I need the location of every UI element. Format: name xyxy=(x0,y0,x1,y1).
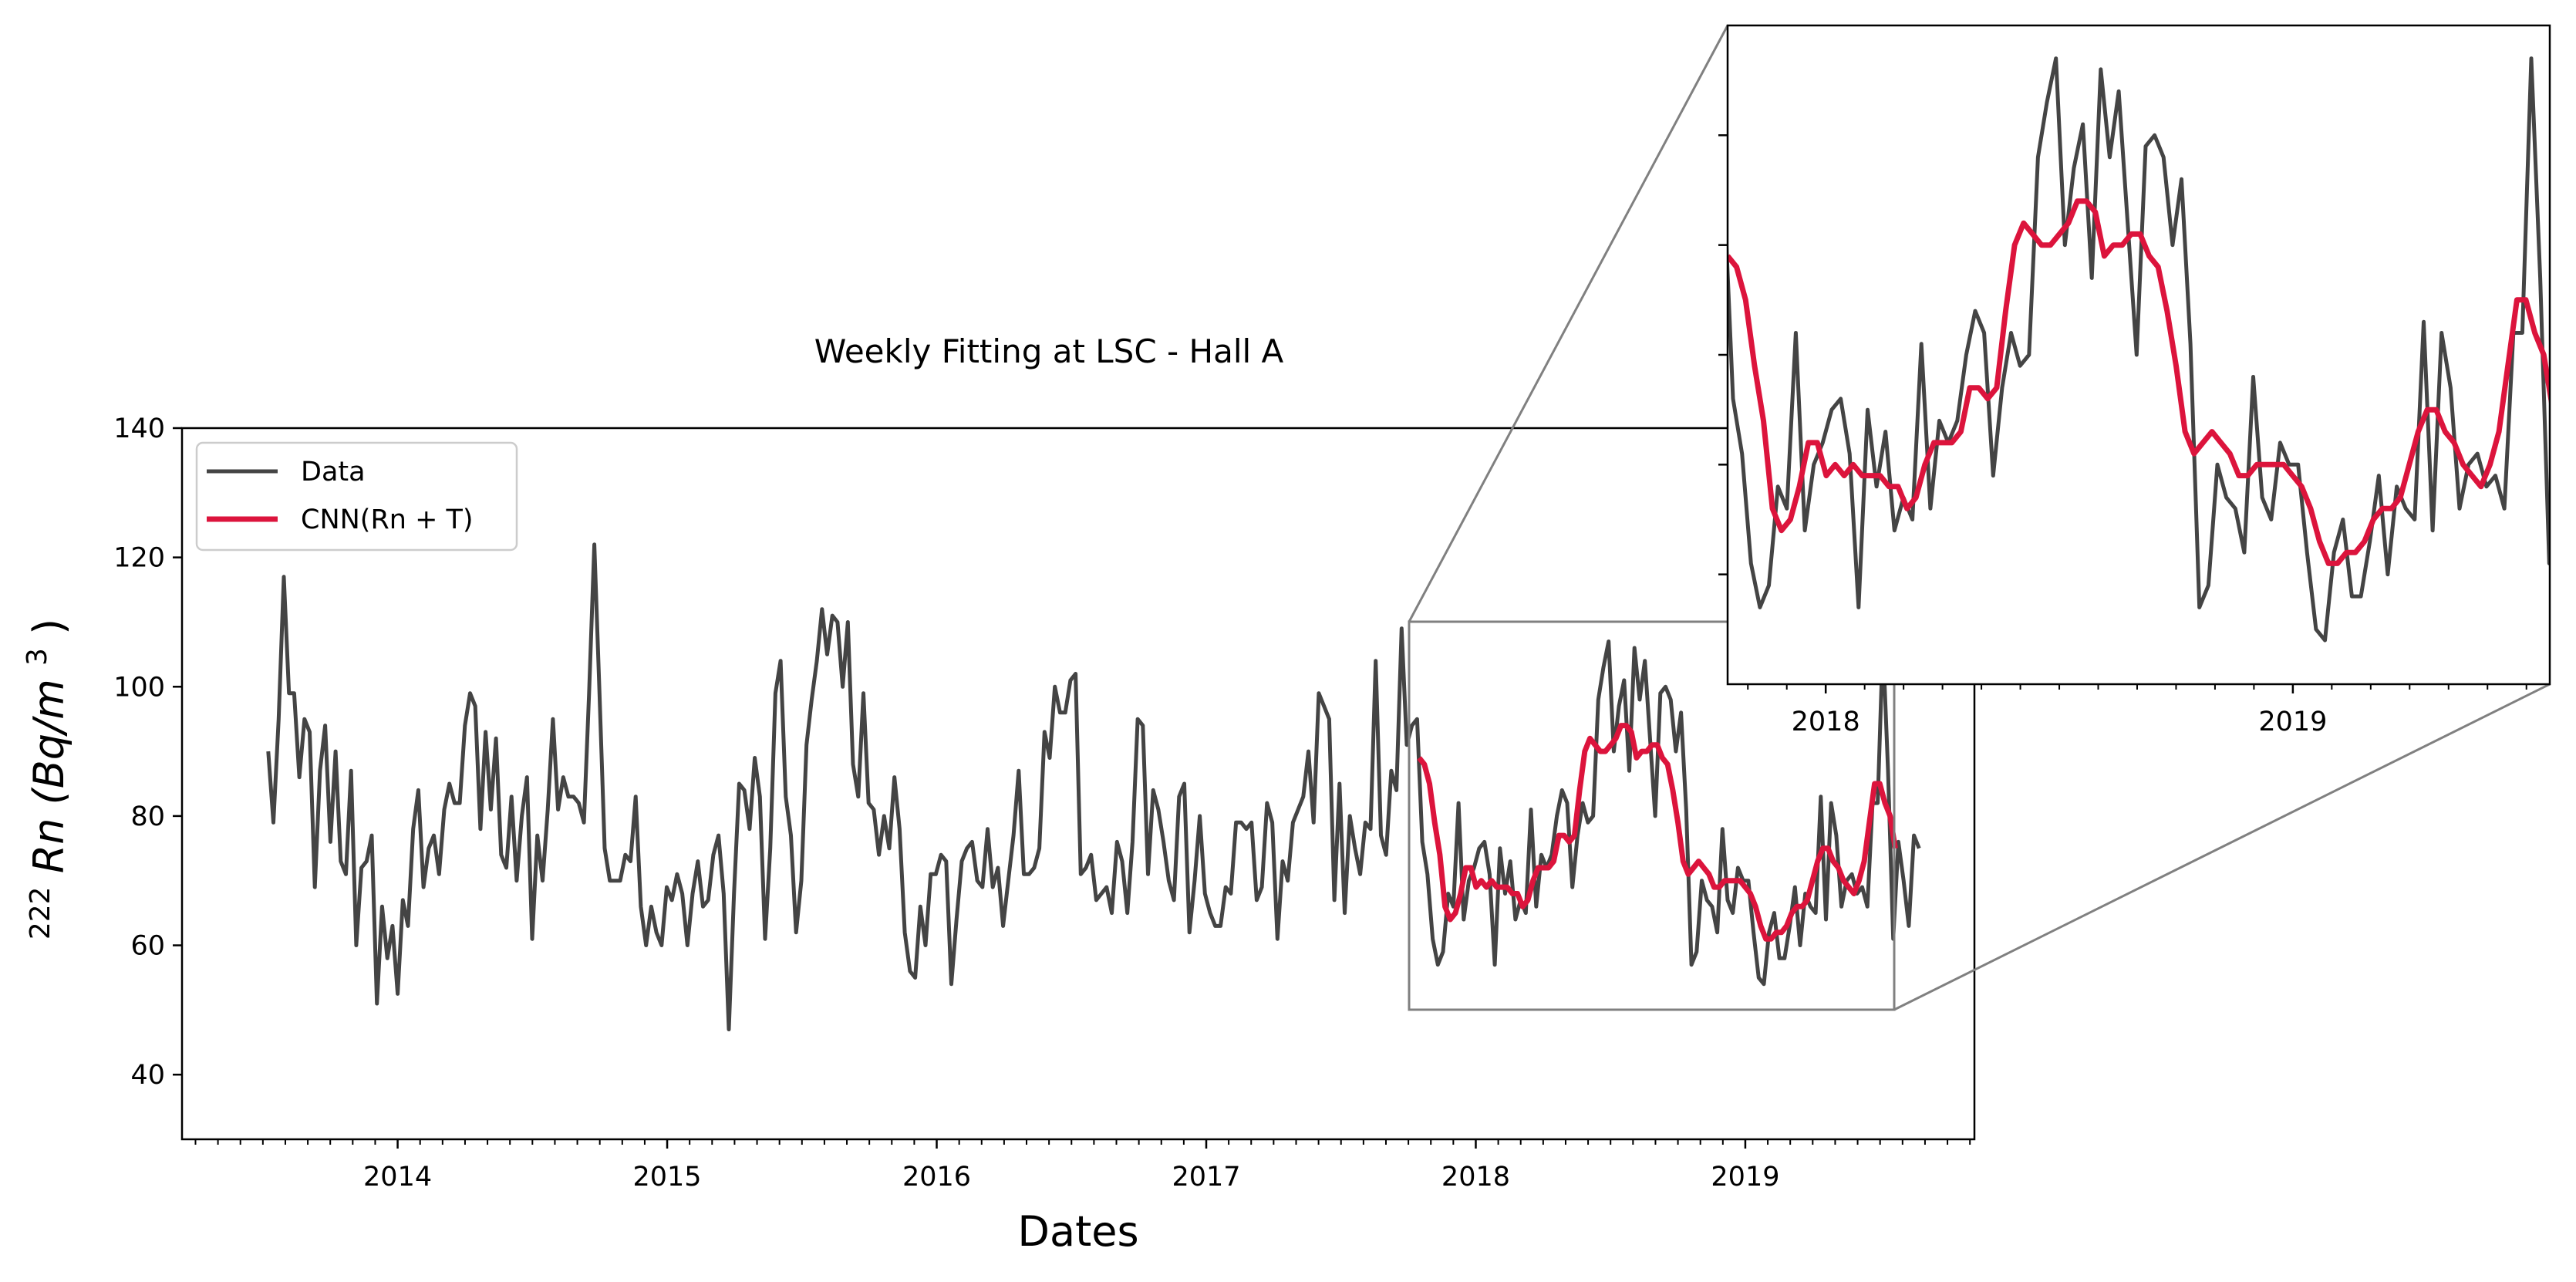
y-tick-label: 120 xyxy=(113,543,165,574)
y-tick-label: 60 xyxy=(130,931,165,962)
main-plot-frame xyxy=(180,427,1976,1141)
main-axis-ticks: 40 60 80 100 120 140 2014 2015 2016 2017 2018 2019 xyxy=(113,413,1971,1193)
inset-series-line-cnn xyxy=(1728,198,2550,566)
y-tick-label: 40 xyxy=(130,1060,165,1091)
inset-axis-ticks: 2018 2019 xyxy=(1718,134,2527,737)
y-axis-label: 222 Rn (Bq/m 3 ) xyxy=(8,619,73,940)
legend: Data CNN(Rn + T) xyxy=(195,441,518,552)
inset-background xyxy=(1728,25,2550,684)
zoom-connector-top xyxy=(1408,25,1729,622)
y-tick-label: 100 xyxy=(113,672,165,703)
y-tick-label: 80 xyxy=(130,801,165,832)
legend-label-cnn: CNN(Rn + T) xyxy=(301,504,474,535)
y-axis-label-exponent: 3 xyxy=(22,648,53,666)
main-plot: 40 60 80 100 120 140 2014 2015 2016 2017 2018 2019 xyxy=(113,25,2551,1193)
inset-frame xyxy=(1726,24,2551,686)
inset-plot: 2018 2019 xyxy=(1718,24,2551,737)
zoom-connector-bottom xyxy=(1893,683,2551,1011)
zoom-region-box xyxy=(1408,620,1896,1011)
main-series-lines xyxy=(266,542,1921,1031)
series-line-cnn xyxy=(1417,723,1898,942)
series-line-data xyxy=(266,542,1921,1031)
y-axis-label-close: ) xyxy=(25,619,73,635)
chart-title: Weekly Fitting at LSC - Hall A xyxy=(814,332,1284,370)
x-tick-label: 2018 xyxy=(1441,1162,1510,1193)
inset-series-lines xyxy=(1728,56,2550,643)
x-tick-label: 2015 xyxy=(633,1162,702,1193)
x-tick-label: 2016 xyxy=(902,1162,971,1193)
x-tick-label: 2017 xyxy=(1172,1162,1240,1193)
y-axis-label-main: Rn (Bq/m xyxy=(25,679,73,873)
inset-series-line-data xyxy=(1728,56,2550,643)
x-tick-label: 2014 xyxy=(363,1162,432,1193)
x-tick-label: 2019 xyxy=(1711,1162,1779,1193)
y-axis-label-isotope: 222 xyxy=(25,886,56,940)
legend-label-data: Data xyxy=(301,457,366,487)
y-tick-label: 140 xyxy=(113,413,165,444)
inset-x-tick-label: 2019 xyxy=(2258,707,2327,737)
x-axis-label: Dates xyxy=(1017,1207,1138,1256)
inset-x-tick-label: 2018 xyxy=(1792,707,1860,737)
